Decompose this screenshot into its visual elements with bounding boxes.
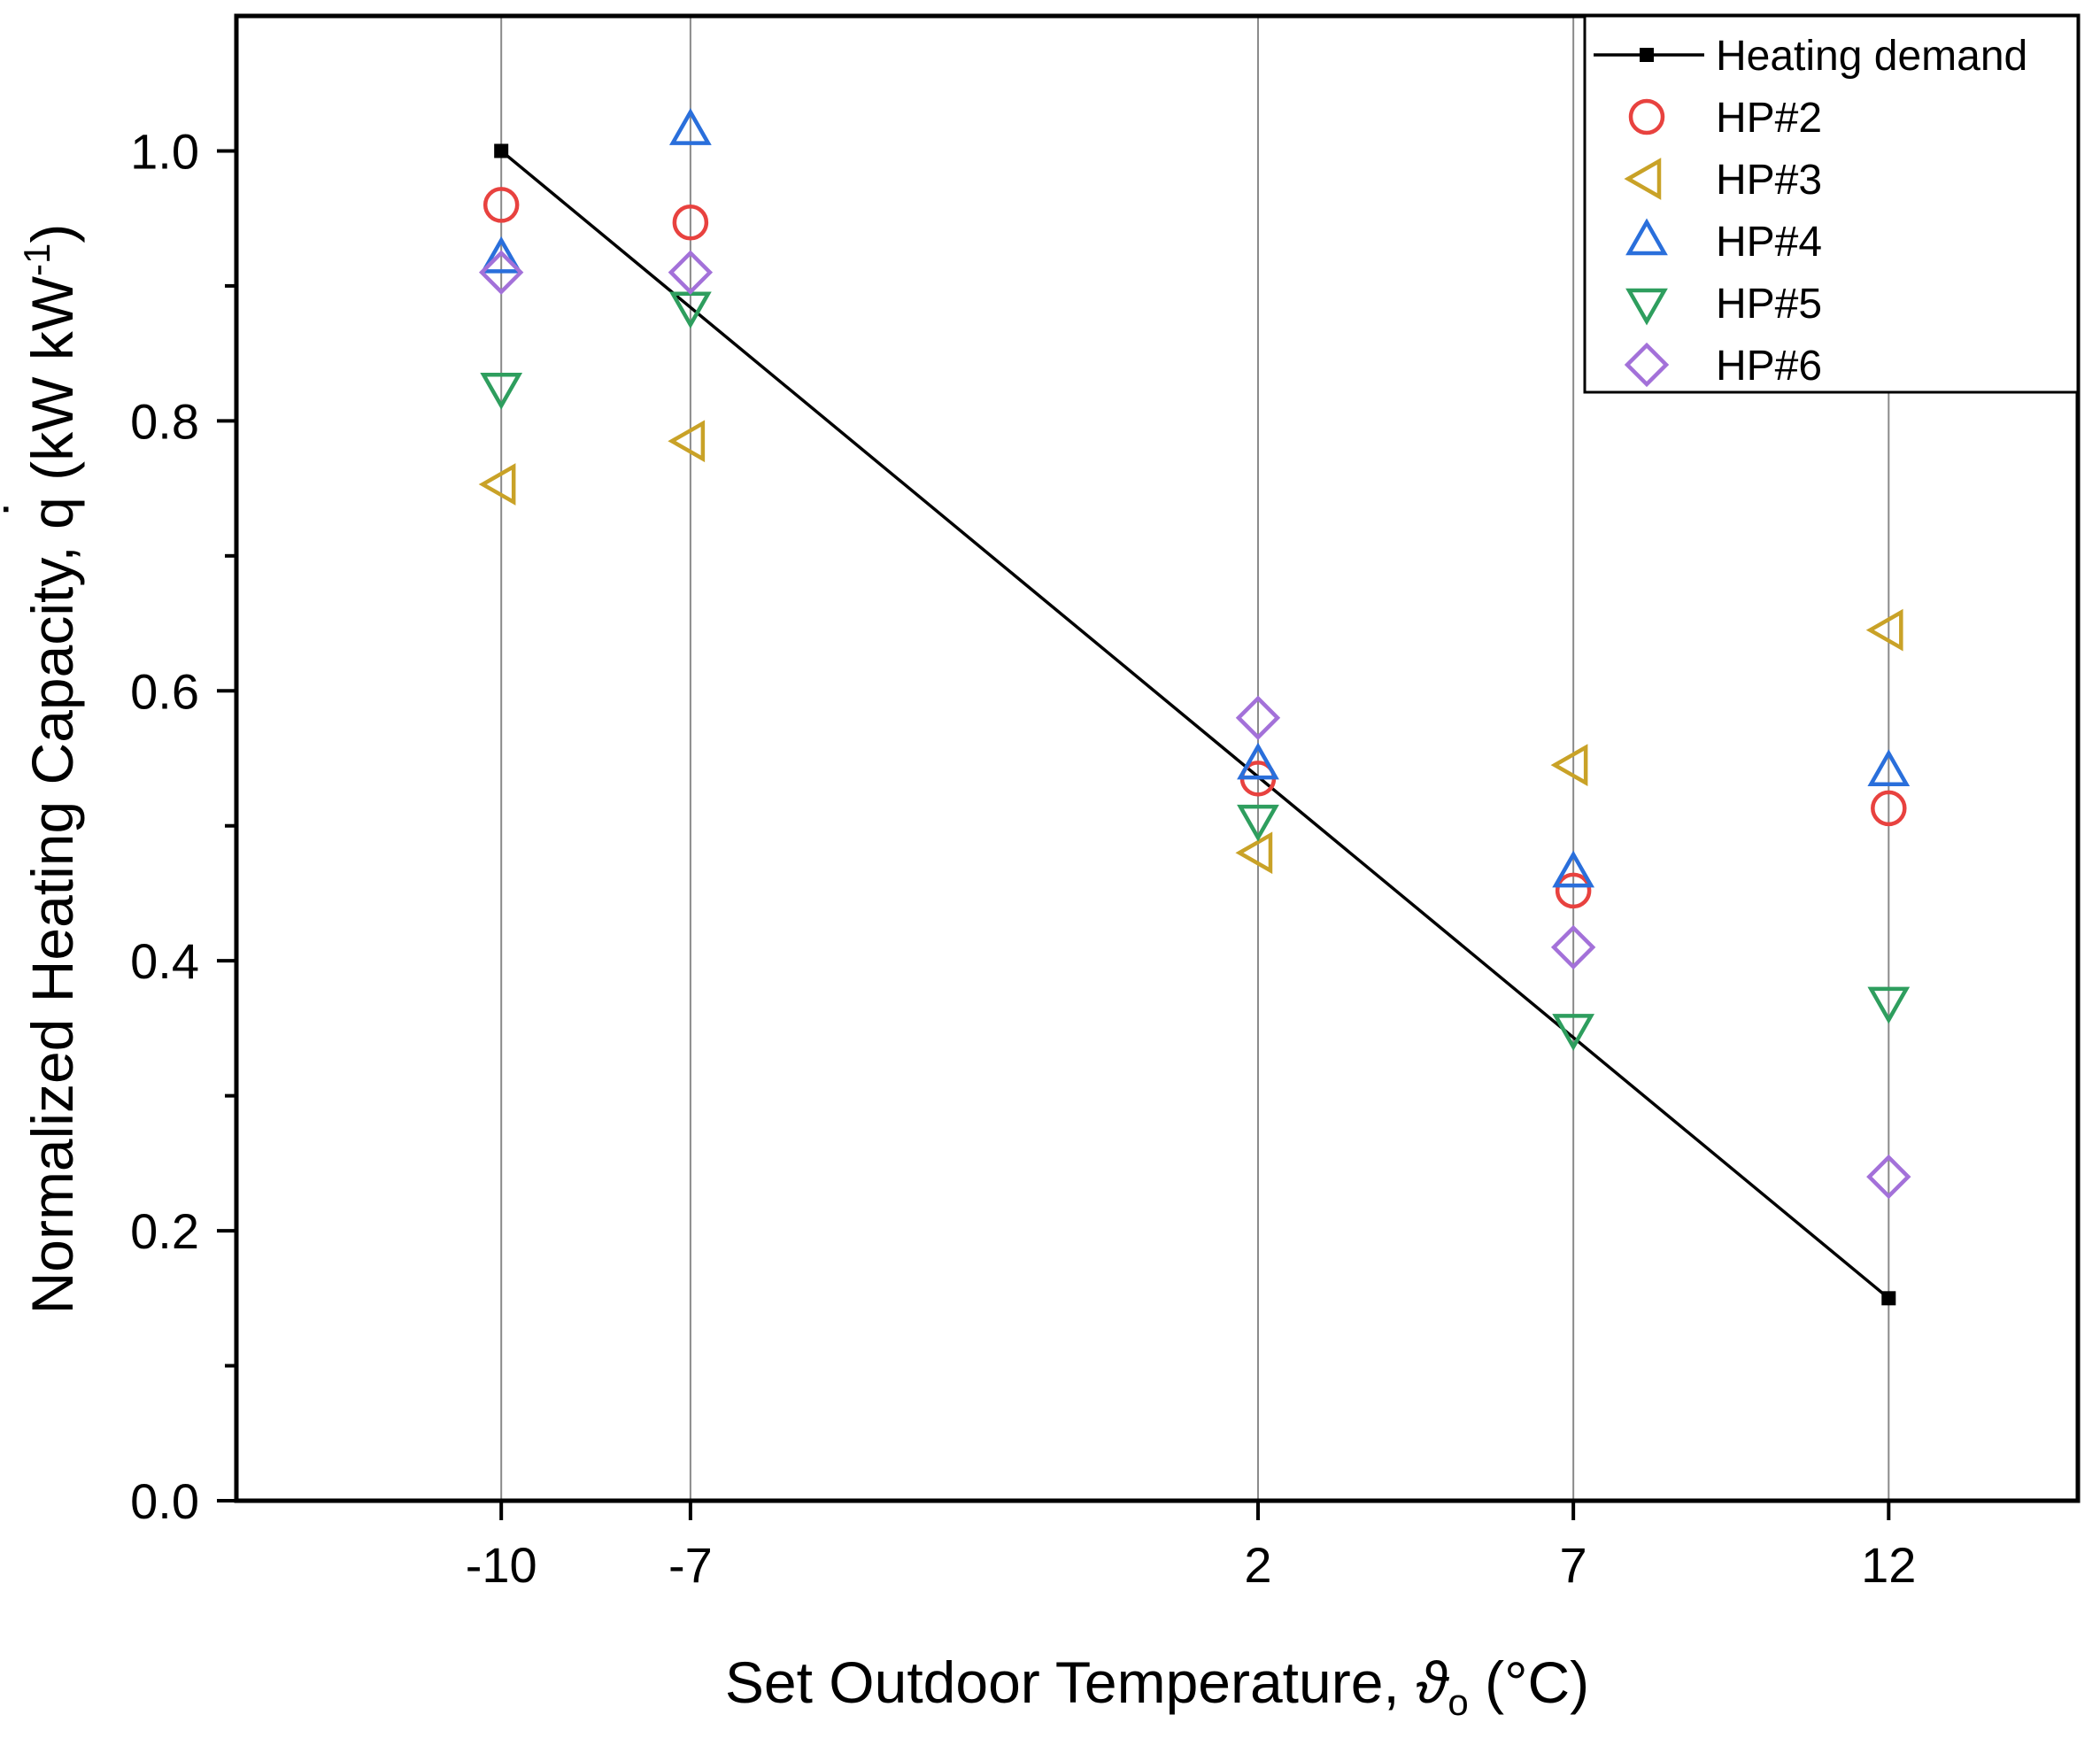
y-tick-label: 0.4 <box>130 933 199 989</box>
point-heating-demand-10 <box>494 143 509 158</box>
y-axis-title-superscript: -1 <box>16 243 58 276</box>
x-tick-label: 12 <box>1861 1537 1916 1593</box>
series-hp-3 <box>478 420 1903 875</box>
legend-label-hp-6: HP#6 <box>1716 343 1822 390</box>
y-axis-title: Normalized Heating Capacity, q˙ (kW kW-1… <box>0 224 85 1315</box>
legend-marker-heating-demand <box>1640 48 1654 62</box>
legend-label-hp-5: HP#5 <box>1716 281 1822 328</box>
point-hp-2-12 <box>1871 790 1907 827</box>
x-axis-title-main: Set Outdoor Temperature, <box>725 1649 1416 1715</box>
legend-label-heating-demand: Heating demand <box>1716 33 2027 80</box>
x-axis-title-unit: (°C) <box>1469 1649 1589 1715</box>
point-hp-6-12 <box>1866 1154 1911 1200</box>
y-axis-title-unit-open: (kW kW <box>19 275 85 497</box>
series-hp-6 <box>478 250 1911 1200</box>
x-axis-title-symbol: ϑ <box>1416 1649 1449 1715</box>
x-axis-title: Set Outdoor Temperature, ϑo (°C) <box>725 1649 1589 1723</box>
y-tick-label: 0.2 <box>130 1203 199 1259</box>
point-hp-4-7 <box>1552 850 1595 888</box>
point-hp-3-10 <box>478 463 516 506</box>
legend-marker-hp-4 <box>1625 218 1668 256</box>
y-axis-title-main: Normalized Heating Capacity, <box>19 529 85 1315</box>
point-hp-6-7 <box>668 250 714 295</box>
point-hp-4-12 <box>1867 749 1911 786</box>
point-hp-4-7 <box>668 108 712 145</box>
series-line-heating-demand <box>500 150 1890 1300</box>
point-hp-5-7 <box>1552 1014 1595 1051</box>
point-hp-5-12 <box>1867 986 1911 1024</box>
point-heating-demand-12 <box>1881 1291 1896 1306</box>
y-tick-label: 0.8 <box>130 393 199 449</box>
plot-frame <box>234 13 2081 1503</box>
legend-marker-hp-3 <box>1624 158 1662 200</box>
point-hp-6-2 <box>1235 695 1281 740</box>
legend-marker-hp-2 <box>1628 98 1665 135</box>
point-hp-4-10 <box>480 236 523 274</box>
point-hp-2-10 <box>483 187 520 223</box>
point-hp-2-7 <box>672 205 709 241</box>
plot-series <box>478 108 1911 1306</box>
legend-marker-hp-5 <box>1625 288 1668 326</box>
legend-box <box>1583 14 2080 394</box>
y-axis-title-unit-close: ) <box>19 224 85 243</box>
point-hp-6-7 <box>1550 924 1596 970</box>
y-tick-label: 0.6 <box>130 663 199 719</box>
y-axis-title-symbol: q <box>19 497 85 529</box>
point-hp-2-7 <box>1555 872 1592 909</box>
series-hp-5 <box>480 291 1911 1051</box>
y-tick-label: 0.0 <box>130 1473 199 1529</box>
series-hp-4 <box>480 108 1911 888</box>
series-heating-demand <box>494 143 1896 1306</box>
x-tick-label: -10 <box>466 1537 537 1593</box>
y-axis-title-dot: ˙ <box>0 497 58 516</box>
axes: -10 -7 2 7 12 0.0 0.2 0.4 0.6 0.8 1.0 <box>130 123 1916 1593</box>
point-hp-5-10 <box>480 373 523 410</box>
legend-label-hp-4: HP#4 <box>1716 219 1822 266</box>
legend-label-hp-3: HP#3 <box>1716 157 1822 204</box>
x-axis-title-subscript: o <box>1448 1681 1468 1723</box>
legend-label-hp-2: HP#2 <box>1716 95 1822 142</box>
point-hp-3-7 <box>1550 744 1588 786</box>
y-tick-label: 1.0 <box>130 123 199 179</box>
point-hp-3-12 <box>1865 608 1903 652</box>
x-tick-label: 2 <box>1244 1537 1271 1593</box>
point-hp-5-2 <box>1237 804 1279 842</box>
x-tick-label: 7 <box>1560 1537 1587 1593</box>
point-hp-4-2 <box>1237 742 1279 780</box>
legend: Heating demand HP#2 HP#3 HP#4 HP#5 HP#6 <box>1583 14 2080 394</box>
point-hp-3-7 <box>668 420 706 463</box>
point-hp-6-10 <box>478 250 524 295</box>
legend-marker-hp-6 <box>1624 342 1670 388</box>
x-tick-label: -7 <box>668 1537 713 1593</box>
point-hp-3-2 <box>1235 831 1273 875</box>
